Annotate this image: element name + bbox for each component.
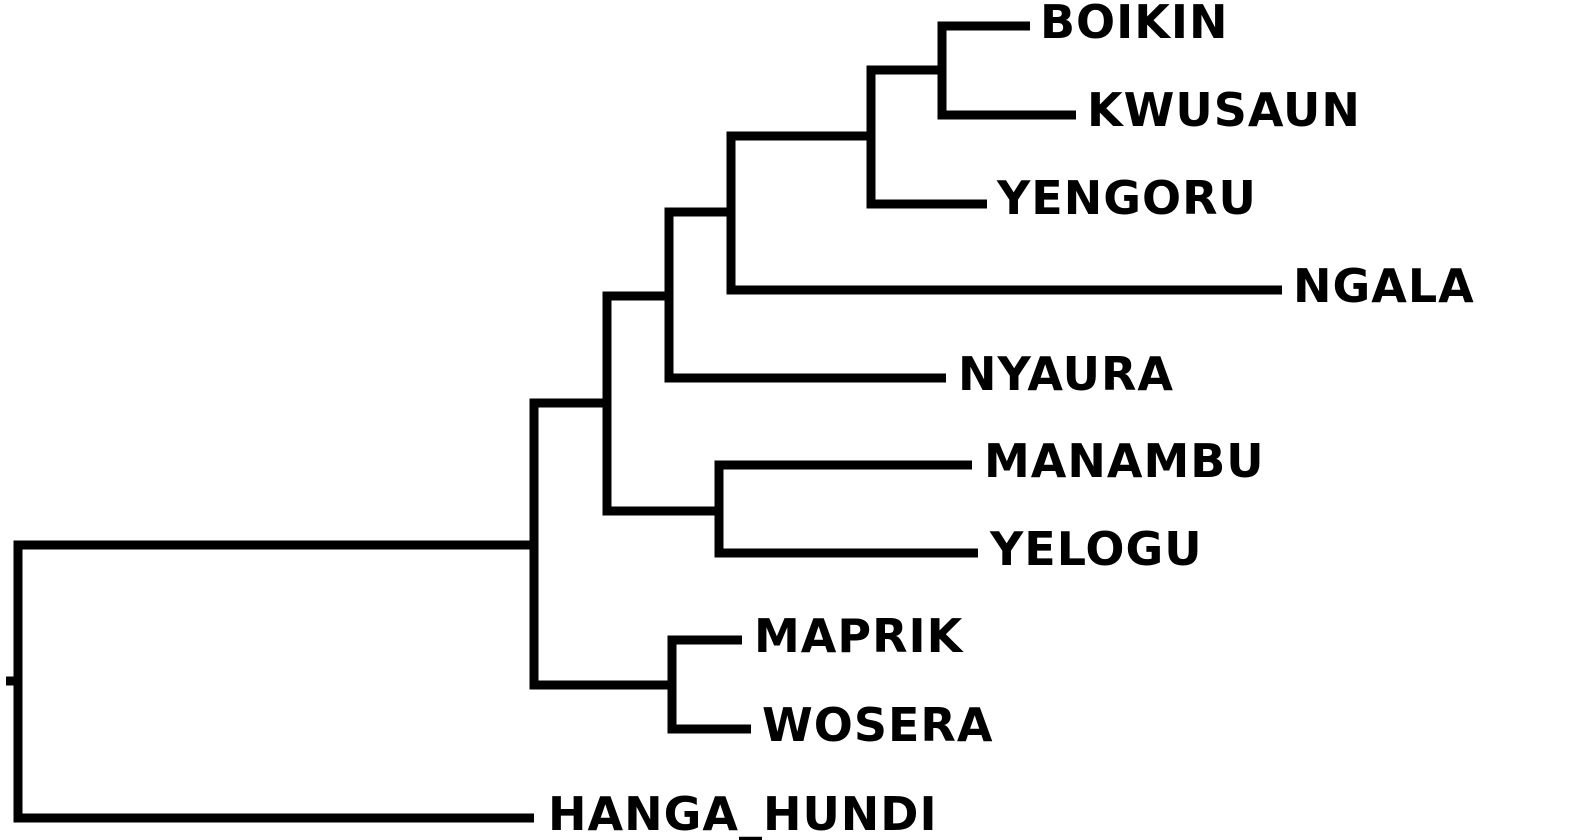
leaf-label-nyaura: NYAURA (958, 347, 1174, 401)
branch-maprik-wosera (667, 635, 751, 734)
leaf-label-hanga-hundi: HANGA_HUNDI (548, 787, 938, 840)
branch-yengoru-clade (866, 65, 987, 209)
leaf-label-kwusaun: KWUSAUN (1087, 83, 1361, 137)
leaf-label-yengoru: YENGORU (996, 171, 1257, 225)
branch-root (13, 540, 534, 823)
branch-boikin-kwusaun (937, 21, 1076, 120)
leaf-label-manambu: MANAMBU (984, 434, 1265, 488)
branch-ndu-clade (664, 207, 946, 383)
leaf-label-wosera: WOSERA (762, 698, 993, 752)
leaf-label-ngala: NGALA (1293, 259, 1475, 313)
leaf-label-yelogu: YELOGU (989, 522, 1203, 576)
leaf-label-maprik: MAPRIK (754, 609, 965, 663)
leaf-label-boikin: BOIKIN (1040, 0, 1229, 49)
branch-ngala-clade (726, 131, 1282, 295)
branch-manambu-yelogu (714, 460, 978, 558)
branch-sepik-clade (529, 398, 672, 690)
branch-upper-clade (602, 291, 719, 516)
